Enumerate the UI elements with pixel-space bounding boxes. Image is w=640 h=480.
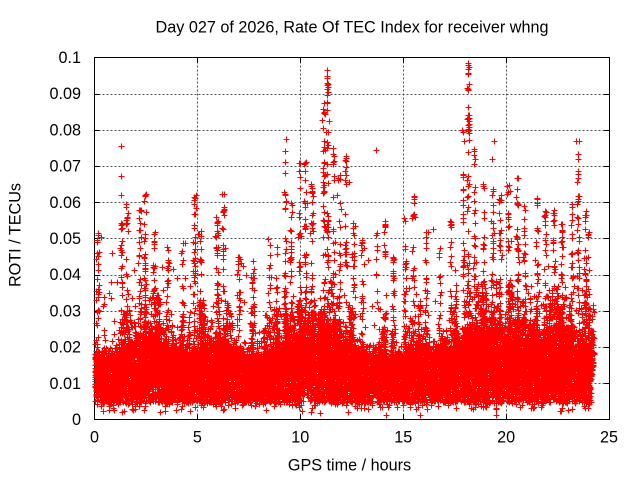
svg-text:0.02: 0.02 <box>49 339 81 357</box>
svg-text:0.09: 0.09 <box>49 85 81 103</box>
svg-text:25: 25 <box>600 429 618 447</box>
svg-text:0: 0 <box>72 411 81 429</box>
svg-text:15: 15 <box>394 429 412 447</box>
svg-text:0.05: 0.05 <box>49 230 81 248</box>
svg-text:0: 0 <box>90 429 99 447</box>
svg-text:0.07: 0.07 <box>49 158 81 176</box>
svg-text:Day 027 of 2026, Rate Of TEC I: Day 027 of 2026, Rate Of TEC Index for r… <box>156 18 549 36</box>
svg-text:0.03: 0.03 <box>49 302 81 320</box>
svg-text:0.06: 0.06 <box>49 194 81 212</box>
svg-text:0.04: 0.04 <box>49 266 81 284</box>
svg-text:0.08: 0.08 <box>49 121 81 139</box>
svg-text:5: 5 <box>193 429 202 447</box>
svg-text:ROTI / TECUs: ROTI / TECUs <box>7 183 25 287</box>
svg-text:0.01: 0.01 <box>49 375 81 393</box>
svg-text:20: 20 <box>497 429 515 447</box>
svg-text:10: 10 <box>291 429 309 447</box>
svg-text:0.1: 0.1 <box>58 49 81 67</box>
svg-text:GPS time / hours: GPS time / hours <box>288 457 411 475</box>
